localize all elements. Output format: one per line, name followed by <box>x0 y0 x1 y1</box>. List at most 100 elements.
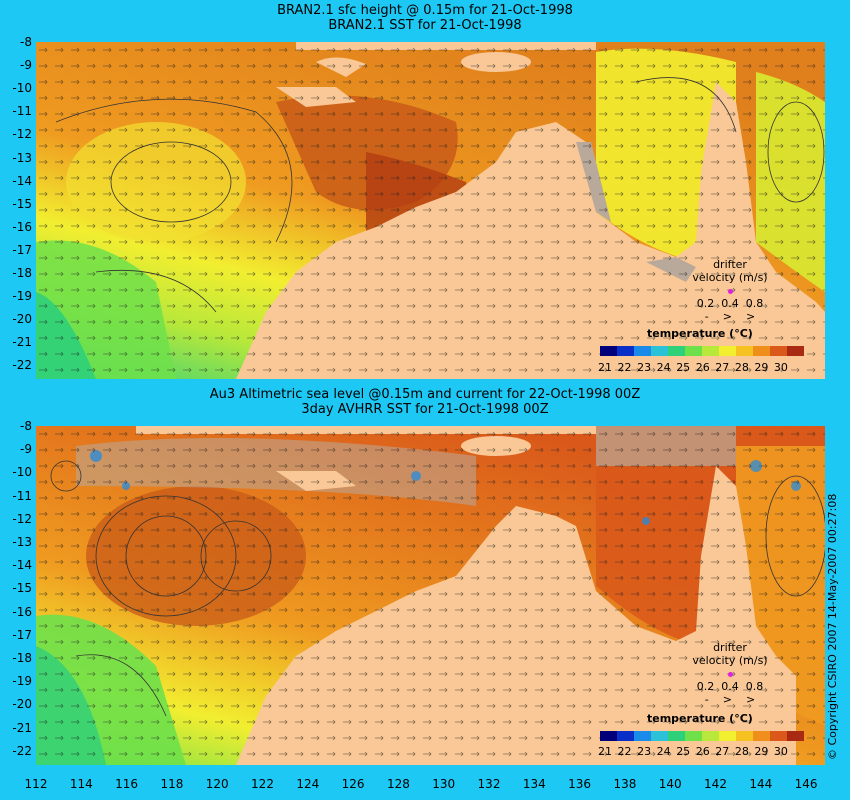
top-map-panel <box>36 42 825 379</box>
colorbar-tick-label: 23 <box>637 745 652 758</box>
colorbar-swatch <box>787 731 804 741</box>
colorbar-swatch <box>736 731 753 741</box>
x-tick-label: 112 <box>24 777 48 791</box>
colorbar-swatch <box>753 346 770 356</box>
x-tick-label: 132 <box>477 777 501 791</box>
colorbar-tick-label: 23 <box>637 361 652 374</box>
colorbar-swatch <box>634 731 651 741</box>
colorbar-swatch <box>753 731 770 741</box>
bottom-map-panel <box>36 426 825 765</box>
top-colorbar <box>600 346 804 356</box>
colorbar-swatch <box>736 346 753 356</box>
colorbar-swatch <box>702 346 719 356</box>
top-ylabel: -14 <box>12 173 32 188</box>
colorbar-tick-label: 27 <box>715 361 730 374</box>
bottom-ylabel: -11 <box>12 488 32 503</box>
drifter-marker-icon <box>727 289 733 294</box>
x-tick-label: 140 <box>658 777 682 791</box>
bottom-ylabel: -19 <box>12 674 32 689</box>
drifter-marker-icon <box>727 672 733 677</box>
colorbar-tick-label: 21 <box>598 745 612 758</box>
top-title-line2: BRAN2.1 SST for 21-Oct-1998 <box>328 18 522 33</box>
x-tick-label: 118 <box>160 777 184 791</box>
bottom-ylabel: -20 <box>12 697 32 712</box>
colorbar-swatch <box>617 346 634 356</box>
bottom-ylabel: -8 <box>20 419 32 433</box>
drifter-label: drifter <box>713 641 747 654</box>
top-colorbar-labels: 21 22 23 24 25 26 27 28 29 30 <box>598 361 788 374</box>
top-ylabel: -20 <box>12 312 32 327</box>
x-tick-label: 142 <box>704 777 727 791</box>
bottom-map-svg <box>36 426 825 765</box>
top-ylabel: -15 <box>12 196 32 211</box>
x-tick-label: 144 <box>749 777 773 791</box>
top-ylabel: -16 <box>12 219 32 234</box>
bottom-ylabel: -13 <box>12 535 32 549</box>
colorbar-swatch <box>685 346 702 356</box>
x-tick-label: 122 <box>251 777 274 791</box>
top-map-svg <box>36 42 825 379</box>
colorbar-swatch <box>770 346 787 356</box>
x-tick-label: 126 <box>341 777 365 791</box>
colorbar-swatch <box>719 731 736 741</box>
colorbar-swatch <box>702 731 719 741</box>
colorbar-tick-label: 30 <box>773 361 788 374</box>
top-ylabel: -19 <box>12 289 32 304</box>
colorbar-tick-label: 25 <box>676 745 691 758</box>
colorbar-swatch <box>651 346 668 356</box>
colorbar-tick-label: 26 <box>695 745 710 758</box>
drifter-speeds: 0.2 0.4 0.8 <box>696 297 764 310</box>
bottom-title-line1: Au3 Altimetric sea level @0.15m and curr… <box>209 387 641 402</box>
x-tick-label: 138 <box>613 777 637 791</box>
colorbar-tick-label: 26 <box>695 361 710 374</box>
colorbar-swatch <box>668 731 685 741</box>
bottom-title-line2: 3day AVHRR SST for 21-Oct-1998 00Z <box>301 402 549 417</box>
top-title-line1: BRAN2.1 sfc height @ 0.15m for 21-Oct-19… <box>277 3 573 18</box>
bottom-ylabel: -17 <box>12 627 32 642</box>
x-tick-label: 134 <box>522 777 546 791</box>
top-drifter-key: drifter velocity (m/s) 0.2 0.4 0.8 - > > <box>690 258 770 323</box>
colorbar-tick-label: 21 <box>598 361 612 374</box>
top-legend-title: temperature (°C) <box>647 327 753 340</box>
top-ylabel: -9 <box>20 58 32 73</box>
colorbar-swatch <box>600 346 617 356</box>
colorbar-tick-label: 24 <box>656 361 671 374</box>
bottom-legend-title: temperature (°C) <box>647 712 753 725</box>
top-ylabel: -12 <box>12 127 32 142</box>
x-tick-label: 124 <box>296 777 320 791</box>
top-ylabel: -17 <box>12 242 32 257</box>
bottom-ylabel: -14 <box>12 558 32 573</box>
bottom-ylabel: -9 <box>20 442 32 457</box>
drifter-label: drifter <box>713 258 747 271</box>
colorbar-tick-label: 22 <box>617 745 632 758</box>
x-tick-label: 146 <box>794 777 818 791</box>
bottom-ylabel: -10 <box>12 465 32 480</box>
x-tick-label: 136 <box>568 777 592 791</box>
bottom-ylabel: -15 <box>12 581 32 596</box>
drifter-velocity-label: velocity (m/s) <box>692 654 768 667</box>
x-tick-label: 128 <box>386 777 410 791</box>
bottom-drifter-key: drifter velocity (m/s) 0.2 0.4 0.8 - > > <box>690 641 770 706</box>
colorbar-swatch <box>685 731 702 741</box>
colorbar-swatch <box>600 731 617 741</box>
colorbar-tick-label: 28 <box>734 361 749 374</box>
colorbar-swatch <box>617 731 634 741</box>
copyright-text: © Copyright CSIRO 2007 14-May-2007 00:27… <box>826 493 839 760</box>
colorbar-swatch <box>634 346 651 356</box>
x-tick-label: 116 <box>115 777 139 791</box>
bottom-ylabel: -16 <box>12 604 32 619</box>
top-ylabel: -21 <box>12 335 32 350</box>
x-tick-label: 120 <box>205 777 229 791</box>
colorbar-swatch <box>719 346 736 356</box>
colorbar-tick-label: 28 <box>734 745 749 758</box>
top-ylabel: -18 <box>12 266 32 280</box>
colorbar-swatch <box>668 346 685 356</box>
drifter-speeds: 0.2 0.4 0.8 <box>696 680 764 693</box>
colorbar-swatch <box>787 346 804 356</box>
colorbar-tick-label: 27 <box>715 745 730 758</box>
top-ylabel: -11 <box>12 104 32 119</box>
colorbar-tick-label: 29 <box>754 361 769 374</box>
bottom-ylabel: -21 <box>12 720 32 735</box>
bottom-colorbar-labels: 21 22 23 24 25 26 27 28 29 30 <box>598 745 788 758</box>
colorbar-tick-label: 29 <box>754 745 769 758</box>
